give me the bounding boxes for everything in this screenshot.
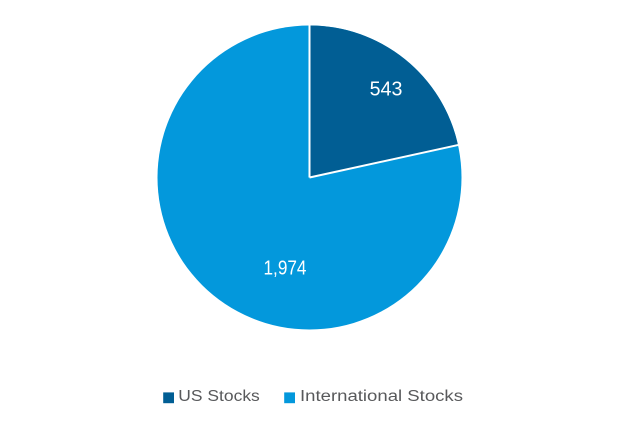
svg-text:1,974: 1,974 — [264, 258, 307, 280]
svg-text:US Stocks: US Stocks — [178, 388, 260, 405]
svg-text:International Stocks: International Stocks — [300, 388, 463, 405]
svg-text:543: 543 — [370, 79, 403, 101]
